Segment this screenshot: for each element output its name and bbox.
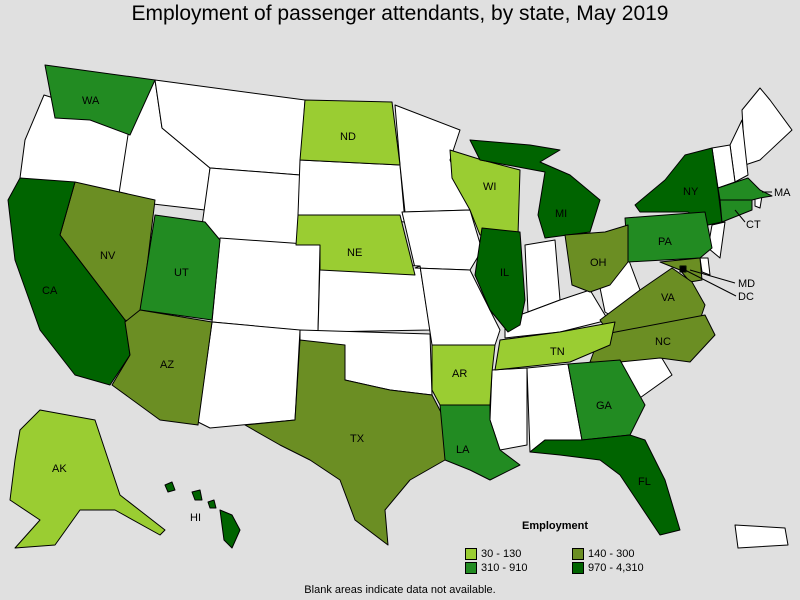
legend-label-3: 310 - 910: [481, 562, 528, 574]
label-ny: NY: [683, 186, 699, 198]
legend-label-2: 140 - 300: [588, 548, 635, 560]
state-ny: [634, 147, 723, 226]
legend-swatch-3: [465, 562, 477, 575]
legend-swatch-1: [465, 548, 477, 561]
label-ut: UT: [174, 267, 189, 279]
label-ct: CT: [746, 219, 761, 231]
legend-label-4: 970 - 4,310: [588, 562, 644, 574]
state-ga: [567, 359, 646, 441]
state-il: [474, 227, 526, 333]
state-ca: [7, 177, 131, 386]
label-ar: AR: [452, 368, 467, 380]
label-il: IL: [500, 267, 509, 279]
state-ut: [139, 214, 221, 321]
state-mi: [469, 139, 601, 239]
label-tn: TN: [550, 346, 565, 358]
label-nc: NC: [655, 336, 671, 348]
state-co: [211, 237, 321, 333]
label-dc: DC: [738, 291, 754, 303]
label-ne: NE: [347, 247, 362, 259]
label-ga: GA: [596, 400, 613, 412]
state-ky: [504, 289, 609, 339]
label-tx: TX: [350, 433, 365, 445]
label-hi: HI: [190, 512, 201, 524]
state-ak: [9, 409, 166, 549]
legend-item-3: 310 - 910: [465, 561, 527, 575]
label-wa: WA: [82, 95, 100, 107]
state-nm: [197, 321, 301, 429]
map-title: Employment of passenger attendants, by s…: [131, 2, 669, 25]
state-tx: [244, 339, 446, 546]
state-az: [111, 309, 213, 426]
footnote: Blank areas indicate data not available.: [304, 584, 496, 596]
colored-states: [7, 64, 773, 549]
label-va: VA: [661, 292, 676, 304]
state-la: [439, 404, 521, 481]
territory-pr: [734, 524, 789, 549]
label-ma: MA: [774, 187, 791, 199]
legend-label-1: 30 - 130: [481, 548, 522, 560]
label-ak: AK: [52, 463, 67, 475]
state-labels: WA ND WI MI NY MA CT PA NE NV UT IL OH M…: [42, 95, 791, 524]
state-ia: [401, 209, 483, 271]
label-nd: ND: [340, 131, 356, 143]
label-az: AZ: [160, 359, 174, 371]
legend-title: Employment: [522, 520, 589, 532]
legend-item-1: 30 - 130: [465, 547, 521, 561]
state-oh: [564, 224, 629, 293]
label-pa: PA: [658, 236, 673, 248]
state-hi: [164, 481, 241, 549]
label-ca: CA: [42, 285, 58, 297]
legend-item-2: 140 - 300: [572, 547, 634, 561]
state-me: [741, 87, 793, 166]
label-la: LA: [456, 444, 470, 456]
state-nd: [299, 99, 401, 166]
dc-marker: [680, 266, 686, 272]
state-sd: [297, 159, 406, 223]
legend-swatch-4: [572, 562, 584, 575]
legend-swatch-2: [572, 548, 584, 561]
label-oh: OH: [590, 257, 607, 269]
leader-lines: [680, 191, 772, 297]
label-fl: FL: [638, 476, 651, 488]
state-in: [524, 239, 561, 313]
state-tn: [494, 321, 616, 371]
label-mi: MI: [555, 208, 567, 220]
state-fl: [529, 434, 681, 536]
state-ne: [295, 214, 416, 276]
label-md: MD: [738, 278, 755, 290]
label-nv: NV: [100, 250, 116, 262]
legend: Employment 30 - 130 140 - 300 310 - 910 …: [465, 520, 665, 575]
state-wa: [44, 64, 156, 136]
label-wi: WI: [483, 181, 496, 193]
legend-item-4: 970 - 4,310: [572, 561, 644, 575]
